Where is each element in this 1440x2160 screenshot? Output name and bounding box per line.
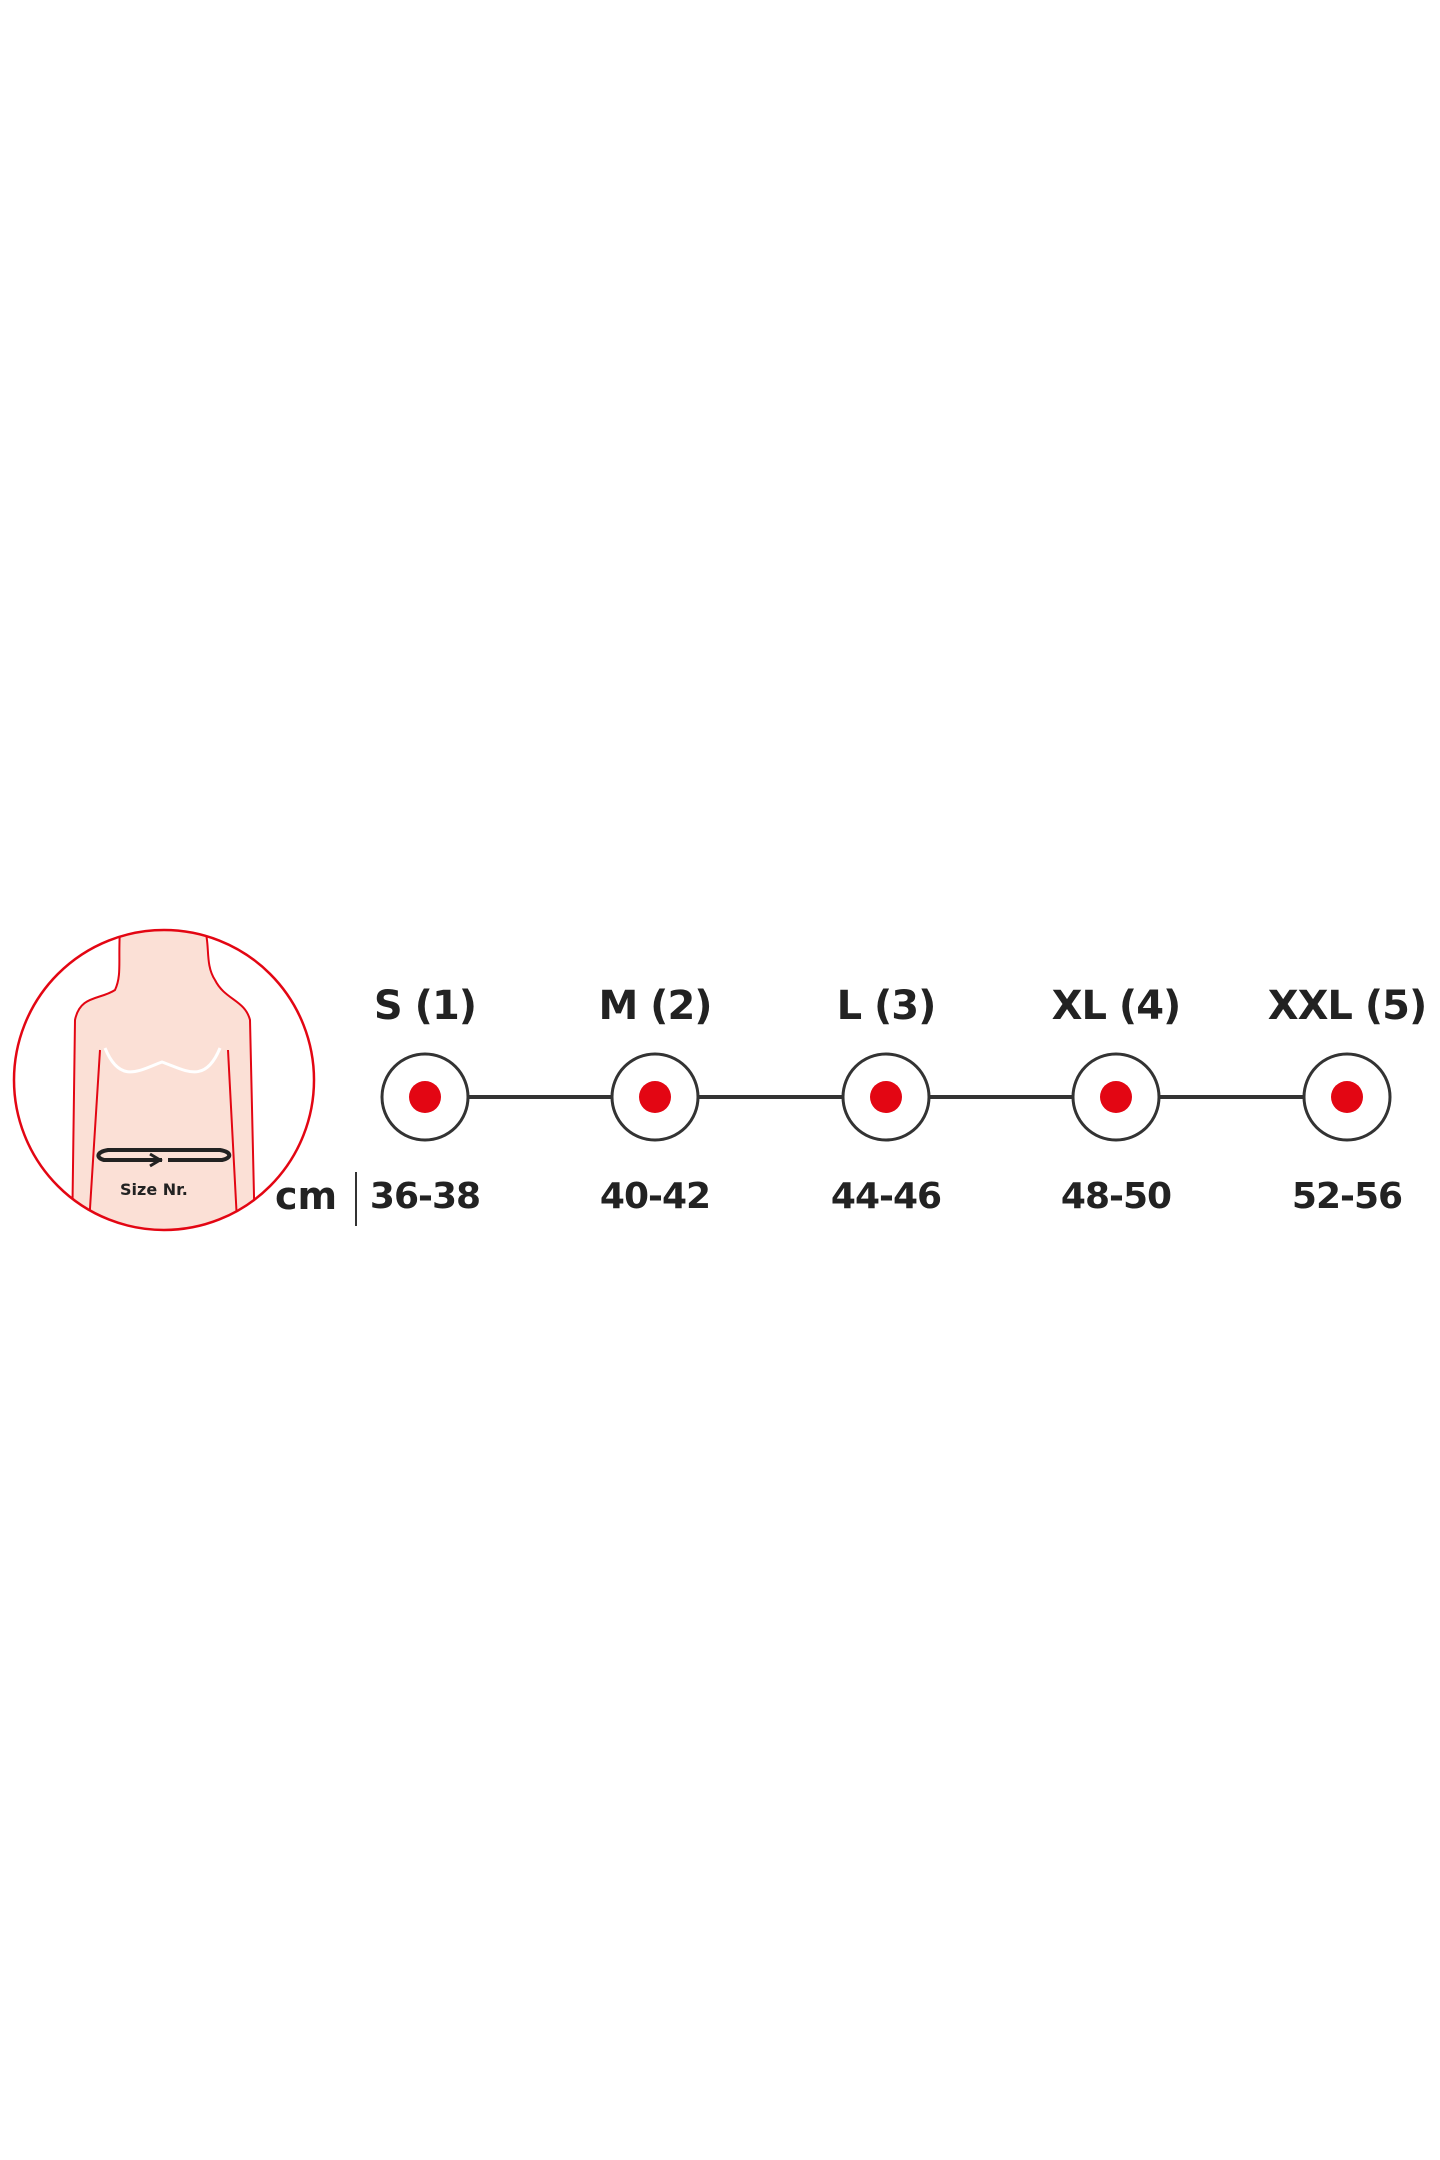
size-label: XL (4) [1051,983,1182,1029]
size-range: 40-42 [599,1176,711,1217]
size-label: L (3) [836,983,937,1029]
unit-label: cm [275,1174,338,1218]
waist-tape-icon [96,1148,232,1168]
size-range: 36-38 [369,1176,481,1217]
size-nr-caption: Size Nr. [120,1180,188,1199]
size-marker-dot [409,1081,441,1113]
size-marker-dot [870,1081,902,1113]
figure-circle-border [12,928,316,1232]
size-label: M (2) [598,983,712,1029]
size-range: 44-46 [830,1176,942,1217]
size-marker-dot [1100,1081,1132,1113]
size-marker-dot [639,1081,671,1113]
size-range: 48-50 [1060,1176,1172,1217]
size-scale [380,1052,1392,1142]
size-label: XXL (5) [1267,983,1428,1029]
size-range: 52-56 [1291,1176,1403,1217]
unit-divider [355,1172,357,1226]
size-label: S (1) [373,983,477,1029]
body-measurement-illustration [12,928,316,1232]
size-marker-dot [1331,1081,1363,1113]
